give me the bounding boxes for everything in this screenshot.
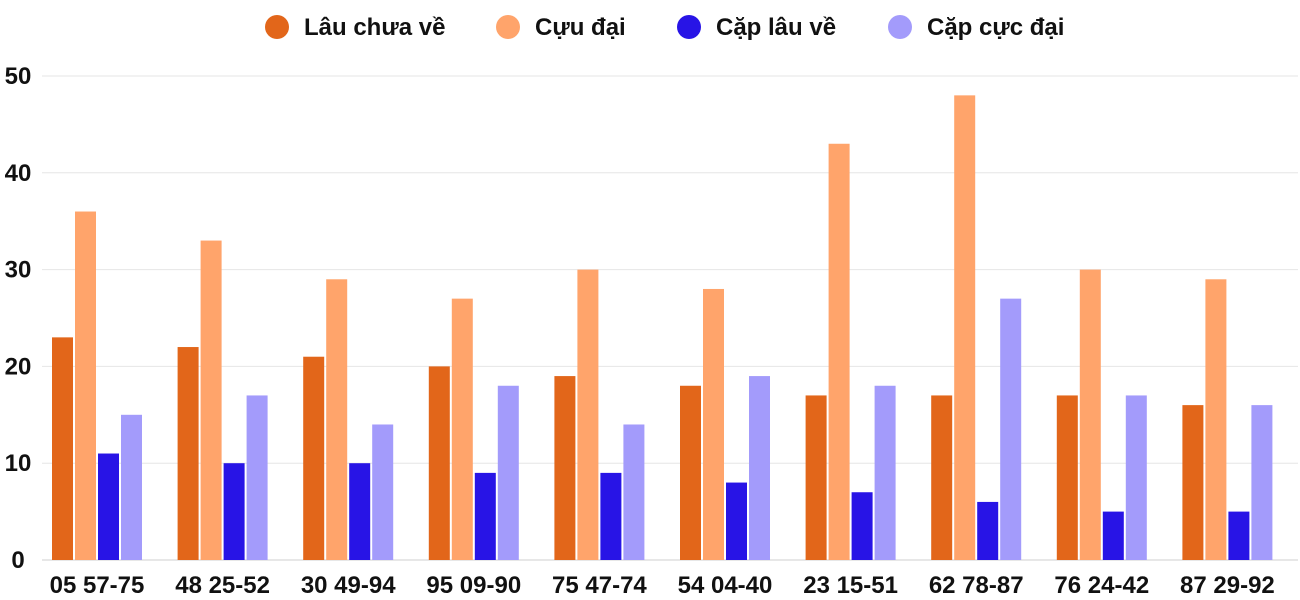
y-tick-label: 50 <box>5 63 32 90</box>
bar <box>52 337 73 560</box>
y-tick-label: 30 <box>5 257 32 284</box>
bar <box>554 376 576 560</box>
bar <box>1205 279 1227 560</box>
bar <box>577 269 599 560</box>
bar <box>600 472 622 560</box>
bar <box>623 424 645 560</box>
x-axis: 05 57-75 48 25-52 30 49-94 95 09-90 75 47-74… <box>50 572 1275 599</box>
y-tick-label: 20 <box>5 353 32 380</box>
bar <box>1125 395 1147 560</box>
bar <box>874 385 896 560</box>
bar <box>931 395 953 560</box>
legend-swatch <box>677 15 701 39</box>
bar <box>1000 298 1022 560</box>
bar <box>246 395 268 560</box>
bar <box>828 143 850 560</box>
legend-swatch <box>888 15 912 39</box>
legend-item: Cựu đại <box>496 14 626 41</box>
bar <box>303 356 325 560</box>
x-tick-label: 76 24-42 <box>1054 572 1149 599</box>
bar <box>428 366 450 560</box>
y-tick-label: 40 <box>5 160 32 187</box>
bar <box>223 463 245 560</box>
x-tick-label: 05 57-75 <box>50 572 145 599</box>
bar <box>98 453 119 560</box>
bar <box>372 424 394 560</box>
bar <box>851 492 873 560</box>
legend-label: Lâu chưa về <box>304 14 445 41</box>
legend-label: Cặp cực đại <box>927 14 1064 41</box>
bar <box>1182 405 1204 560</box>
x-tick-label: 75 47-74 <box>552 572 647 599</box>
y-tick-label: 10 <box>5 450 32 477</box>
legend-label: Cặp lâu về <box>716 14 836 41</box>
bar <box>1079 269 1101 560</box>
x-tick-label: 48 25-52 <box>175 572 270 599</box>
bar <box>680 385 701 560</box>
bar <box>451 298 473 560</box>
bar <box>177 347 199 560</box>
bar <box>703 288 724 560</box>
bar <box>805 395 827 560</box>
bar <box>1056 395 1078 560</box>
bar <box>1228 511 1250 560</box>
bar <box>977 501 999 560</box>
legend-swatch <box>496 15 520 39</box>
x-tick-label: 54 04-40 <box>678 572 773 599</box>
x-tick-label: 30 49-94 <box>301 572 396 599</box>
x-tick-label: 87 29-92 <box>1180 572 1275 599</box>
bar <box>200 240 222 560</box>
bar <box>497 385 519 560</box>
bar <box>1102 511 1124 560</box>
bar <box>749 376 770 560</box>
legend: Lâu chưa về Cựu đại Cặp lâu về Cặp cực đại <box>265 14 1064 41</box>
legend-item: Lâu chưa về <box>265 14 445 41</box>
bar <box>954 95 976 561</box>
bar <box>349 463 371 560</box>
bar <box>1251 405 1273 560</box>
x-tick-label: 95 09-90 <box>426 572 521 599</box>
bar <box>326 279 348 560</box>
bar <box>726 482 747 560</box>
legend-swatch <box>265 15 289 39</box>
x-tick-label: 23 15-51 <box>803 572 898 599</box>
bar <box>75 211 96 560</box>
legend-label: Cựu đại <box>535 14 626 41</box>
y-axis: 0 10 20 30 40 50 <box>5 63 32 574</box>
legend-item: Cặp lâu về <box>677 14 836 41</box>
bars <box>52 95 1273 561</box>
y-tick-label: 0 <box>11 547 24 574</box>
bar <box>121 414 142 560</box>
legend-item: Cặp cực đại <box>888 14 1064 41</box>
bar <box>474 472 496 560</box>
x-tick-label: 62 78-87 <box>929 572 1024 599</box>
